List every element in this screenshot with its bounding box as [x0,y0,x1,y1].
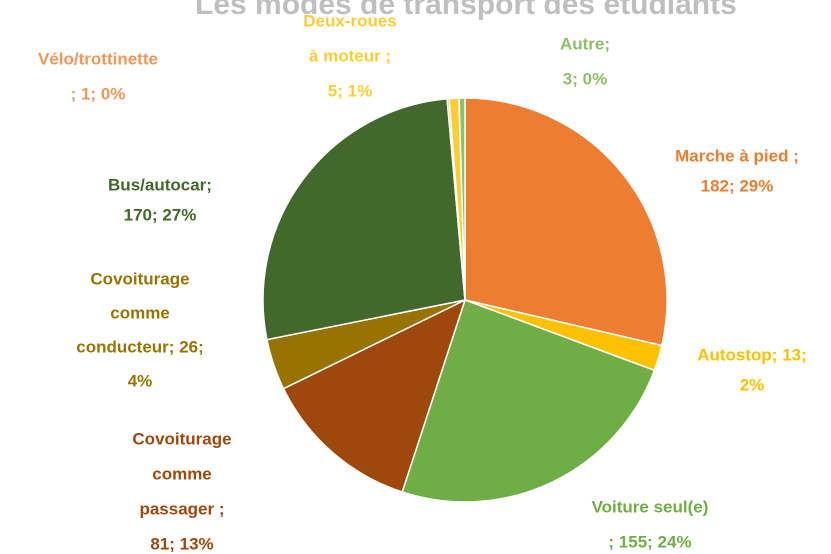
slice-label: Bus/autocar; [108,175,212,194]
slice-label: 182; 29% [701,176,774,195]
slice-label: à moteur ; [309,46,391,65]
slice-label: Marche à pied ; [675,146,799,165]
pie-slice [464,97,668,347]
slice-label: Deux-roues [303,11,397,30]
pie-slice [401,299,656,503]
slice-label: 4% [128,371,153,390]
slice-label: Covoiturage [132,429,231,448]
slice-label: 81; 13% [150,534,213,553]
slice-label: Autostop; 13; [697,345,807,364]
pie-slice [458,97,466,301]
chart-title: Les modes de transport des étudiants [195,0,737,21]
slice-label: 3; 0% [563,69,607,88]
slice-label: comme [110,303,170,322]
slice-label: 170; 27% [124,205,197,224]
pie-slice [282,298,467,493]
slice-label: ; 1; 0% [71,84,126,103]
slice-label: conducteur; 26; [76,337,204,356]
slice-label: ; 155; 24% [608,532,691,551]
slice-label: Covoiturage [90,269,189,288]
slice-label: passager ; [139,499,224,518]
slice-label: Voiture seul(e) [592,497,709,516]
slice-label: Vélo/trottinette [38,49,158,68]
slice-label: comme [152,464,212,483]
slice-label: 5; 1% [328,81,372,100]
slice-label: 2% [740,375,765,394]
pie-slice [262,97,466,341]
slice-label: Autre; [560,34,610,53]
